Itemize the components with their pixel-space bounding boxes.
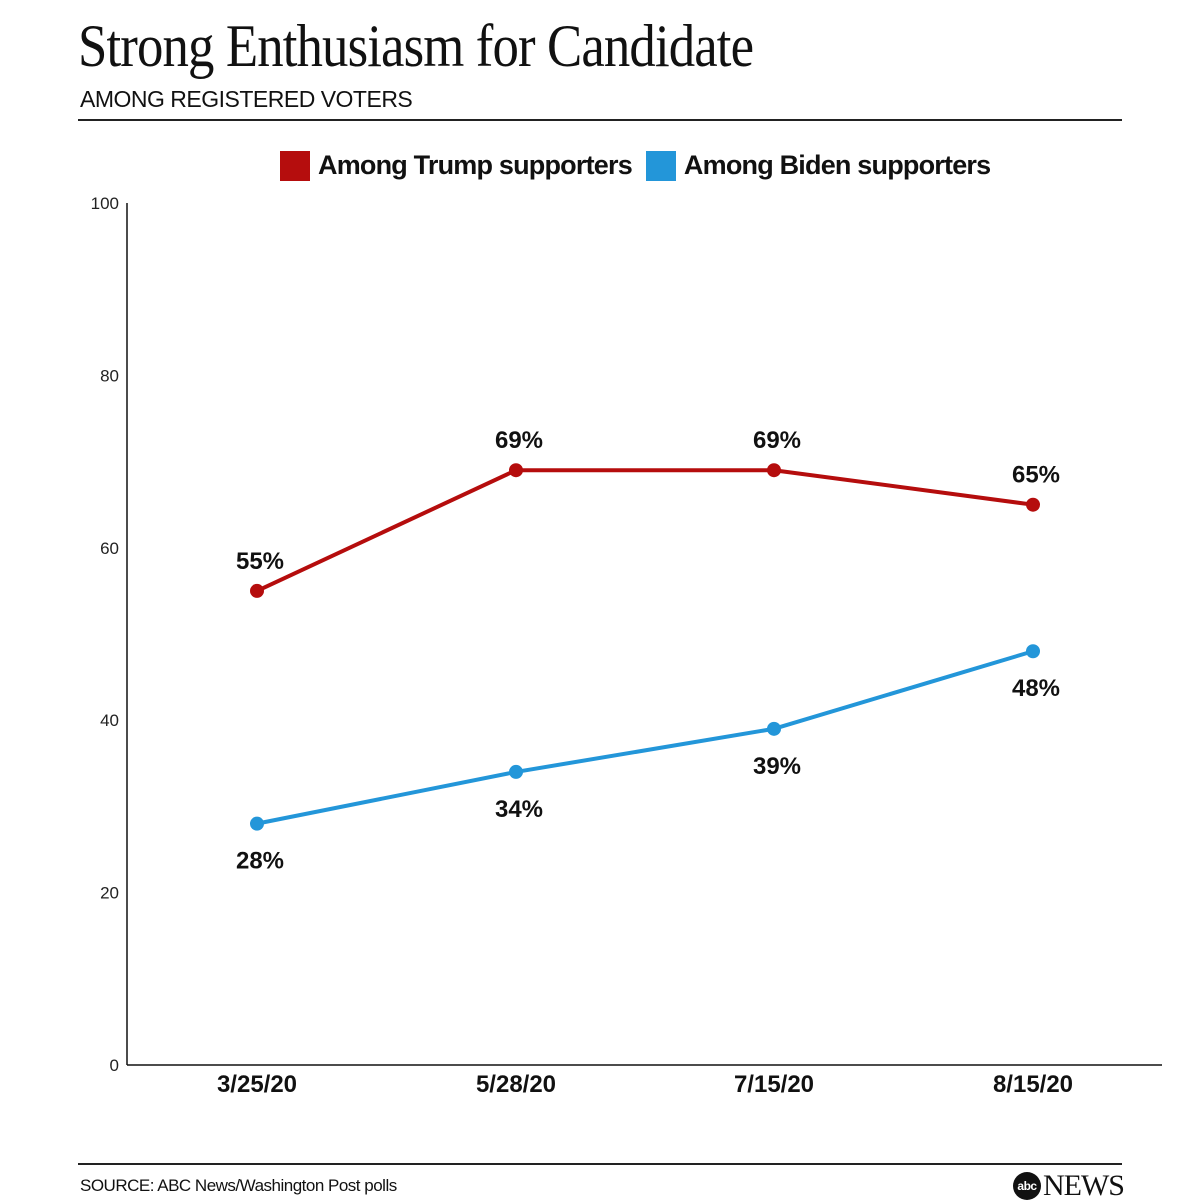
data-point <box>250 816 264 831</box>
abc-logo-ball: abc <box>1013 1172 1041 1200</box>
legend-swatch-trump <box>280 150 310 181</box>
data-point <box>767 721 781 736</box>
x-tick-label: 7/15/20 <box>734 1071 814 1098</box>
data-label: 48% <box>1012 675 1060 702</box>
chart-title: Strong Enthusiasm for Candidate <box>78 13 754 79</box>
y-tick-label: 0 <box>110 1056 119 1075</box>
data-point <box>509 463 523 478</box>
source-note: SOURCE: ABC News/Washington Post polls <box>80 1176 397 1195</box>
series-line-biden <box>256 649 1034 826</box>
header-divider <box>78 119 1122 121</box>
x-tick-label: 5/28/20 <box>476 1071 556 1098</box>
data-label: 69% <box>753 427 801 454</box>
news-logo-text: NEWS <box>1043 1169 1125 1202</box>
data-label: 28% <box>236 848 284 875</box>
legend-swatch-biden <box>645 150 676 181</box>
data-point <box>767 463 781 478</box>
legend-label-trump: Among Trump supporters <box>318 150 633 180</box>
y-tick-label: 60 <box>100 539 119 558</box>
x-tick-label: 3/25/20 <box>217 1071 297 1098</box>
legend-item-biden: Among Biden supporters <box>645 150 991 181</box>
y-tick-label: 100 <box>91 194 119 213</box>
data-point <box>1026 497 1040 512</box>
data-point <box>1026 644 1040 659</box>
data-point <box>509 764 523 779</box>
chart-subtitle: AMONG REGISTERED VOTERS <box>80 86 413 112</box>
data-label: 65% <box>1012 462 1060 489</box>
data-point <box>250 583 264 598</box>
abc-news-logo: abc NEWS <box>1013 1169 1125 1203</box>
data-label: 39% <box>753 753 801 780</box>
legend: Among Trump supporters Among Biden suppo… <box>280 150 1004 181</box>
data-label: 34% <box>495 796 543 823</box>
data-label: 55% <box>236 548 284 575</box>
data-label: 69% <box>495 427 543 454</box>
legend-item-trump: Among Trump supporters <box>280 150 633 181</box>
y-tick-label: 80 <box>100 366 119 385</box>
legend-label-biden: Among Biden supporters <box>683 150 991 180</box>
y-tick-label: 40 <box>100 711 119 730</box>
y-tick-label: 20 <box>100 884 119 903</box>
x-tick-label: 8/15/20 <box>993 1071 1073 1098</box>
footer-divider <box>78 1163 1122 1165</box>
series-line-trump <box>256 468 1034 593</box>
